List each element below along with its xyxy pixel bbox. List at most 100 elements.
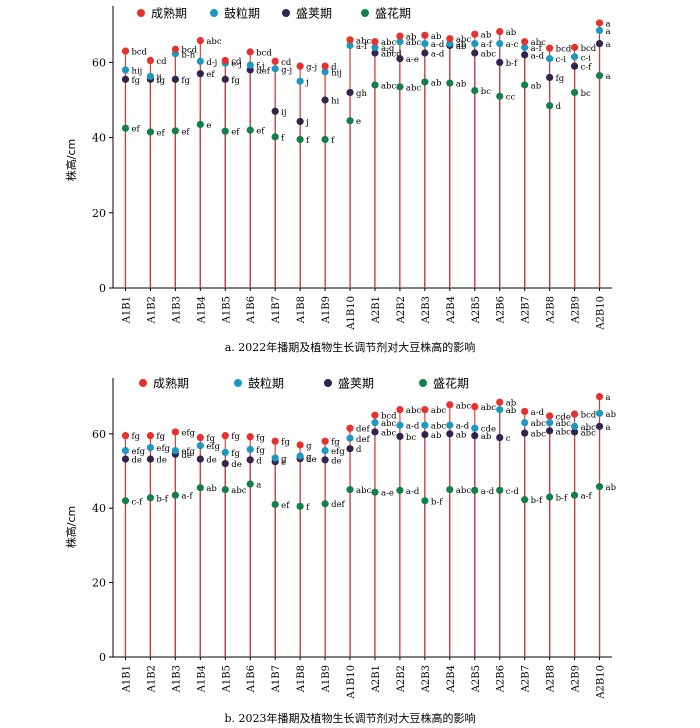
x-tick-label: A1B4 [196,296,207,324]
data-point [496,27,504,36]
data-point [121,47,130,55]
data-point [446,35,454,43]
x-tick-label: A1B8 [296,665,307,693]
significance-label: ab [481,432,492,442]
significance-label: hij [331,68,342,78]
significance-label: de [231,460,241,470]
significance-label: g [306,453,312,463]
data-point [146,494,155,502]
x-tick-label: A2B7 [521,296,532,324]
legend-label: 盛花期 [375,6,411,21]
significance-label: a-g [381,44,395,54]
x-tick-label: A1B3 [171,665,182,693]
data-point [246,126,254,134]
significance-label: d [256,456,262,466]
significance-label: ab [431,78,442,88]
legend-label: 盛荚期 [296,6,332,21]
legend-marker [282,9,290,17]
data-point [371,43,379,51]
significance-label: f [281,133,285,143]
significance-label: fg [331,438,340,448]
data-point [521,43,529,51]
x-tick-label: A2B10 [596,665,607,700]
data-point [346,41,354,50]
data-point [171,127,179,135]
significance-label: fg [231,432,240,442]
legend-label: 成熟期 [153,376,189,391]
data-point [396,421,404,429]
chart-panel-a: 0 20 40 60 株高/cm A1B1 A1B2 A1B3 A1B4 A1B5 A1B6 A1B7… [64,6,612,354]
x-tick-label: A1B9 [321,296,332,324]
data-point [546,419,554,427]
significance-label: abc [381,419,397,429]
legend-marker [361,9,369,17]
legend-label: 鼓粒期 [224,6,260,21]
x-tick-label: A2B4 [446,665,457,693]
significance-label: de [331,456,341,466]
data-point [271,454,279,462]
x-tick-label: A2B2 [396,665,407,693]
significance-label: a-c [506,40,519,50]
significance-label: cde [556,412,571,422]
significance-label: bc [481,87,491,97]
figure-caption: b. 2023年播期及植物生长调节剂对大豆株高的影响 [224,711,475,725]
significance-label: fg [156,432,165,442]
significance-label: a-e [381,489,394,499]
significance-label: bc [581,89,591,99]
data-point [346,117,354,125]
data-point [346,424,354,432]
significance-label: ab [506,406,517,416]
x-tick-label: A2B6 [496,296,507,324]
data-point [221,127,229,135]
data-point [296,441,304,449]
significance-label: ab [606,483,617,493]
data-point [595,393,604,401]
data-point [371,428,379,436]
significance-label: a-f [481,40,493,50]
significance-label: abc [431,422,447,432]
significance-label: abc [531,419,547,429]
significance-label: fg [556,74,565,84]
significance-label: ij [156,73,161,83]
x-tick-label: A1B10 [346,296,357,331]
data-point [496,406,504,414]
significance-label: abc [231,486,247,496]
data-point [595,19,604,27]
significance-label: abc [406,38,422,48]
data-point [221,56,229,65]
significance-label: abc [581,428,597,438]
significance-label: efg [131,447,145,457]
figure-caption: a. 2022年播期及植物生长调节剂对大豆株高的影响 [225,340,476,354]
significance-label: c-f [131,497,143,507]
significance-label: abc [481,50,497,60]
data-point [196,120,204,129]
significance-label: a [256,481,261,491]
significance-label: a-f [181,492,193,502]
significance-label: def [331,500,345,510]
significance-label: abc [531,430,547,440]
significance-label: b-h [181,50,195,60]
data-point [546,55,554,63]
significance-label: ab [606,410,617,420]
significance-label: fg [231,449,240,459]
significance-label: ab [531,81,542,91]
significance-label: d [556,102,562,112]
data-point [421,421,429,429]
significance-label: ef [181,127,190,137]
significance-label: b-f [531,496,543,506]
significance-label: ab [456,40,467,50]
x-tick-label: A2B5 [471,296,482,324]
data-point [421,49,429,57]
significance-label: c-f [581,63,593,73]
significance-label: a [606,423,611,433]
data-point [496,433,504,442]
data-point [321,96,329,104]
data-point [570,62,579,70]
data-point [396,432,404,441]
data-point [546,44,554,52]
data-point [446,421,454,429]
significance-label: fg [206,434,215,444]
significance-label: f-j [256,62,264,72]
x-tick-label: A1B2 [146,665,157,693]
data-point [171,491,179,499]
